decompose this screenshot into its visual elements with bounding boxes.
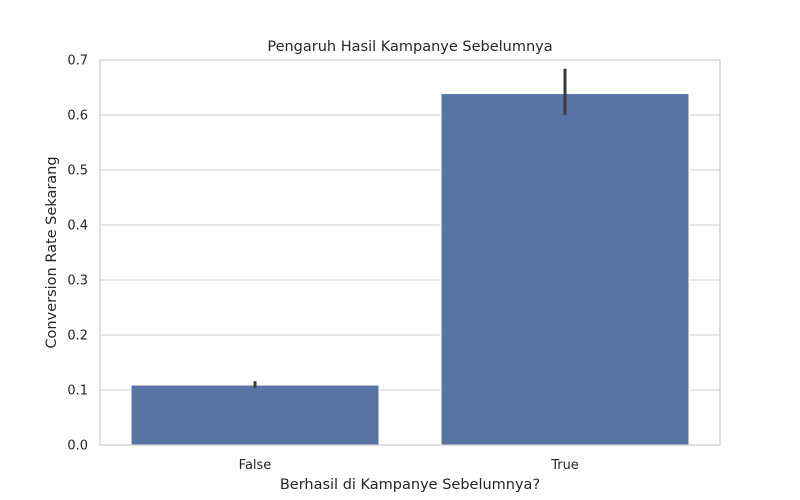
y-tick-labels: 0.0 0.1 0.2 0.3 0.4 0.5 0.6 0.7 (67, 54, 88, 454)
y-tick-label: 0.0 (67, 439, 88, 454)
y-tick-label: 0.7 (67, 54, 88, 69)
x-tick-label: False (239, 458, 272, 473)
y-axis-label: Conversion Rate Sekarang (44, 156, 60, 348)
y-tick-label: 0.3 (67, 274, 88, 289)
y-tick-label: 0.2 (67, 329, 88, 344)
bars (130, 93, 690, 446)
x-tick-labels: False True (239, 458, 579, 473)
y-tick-label: 0.6 (67, 109, 88, 124)
error-bars (253, 68, 567, 388)
y-tick-label: 0.4 (67, 219, 88, 234)
x-axis-label: Berhasil di Kampanye Sebelumnya? (280, 477, 540, 493)
y-tick-label: 0.5 (67, 164, 88, 179)
plot-frame (99, 59, 721, 446)
bar-false (130, 384, 380, 446)
bar-true (440, 93, 690, 446)
x-tick-label: True (550, 458, 579, 473)
chart-title: Pengaruh Hasil Kampanye Sebelumnya (267, 39, 552, 55)
y-tick-label: 0.1 (67, 384, 88, 399)
